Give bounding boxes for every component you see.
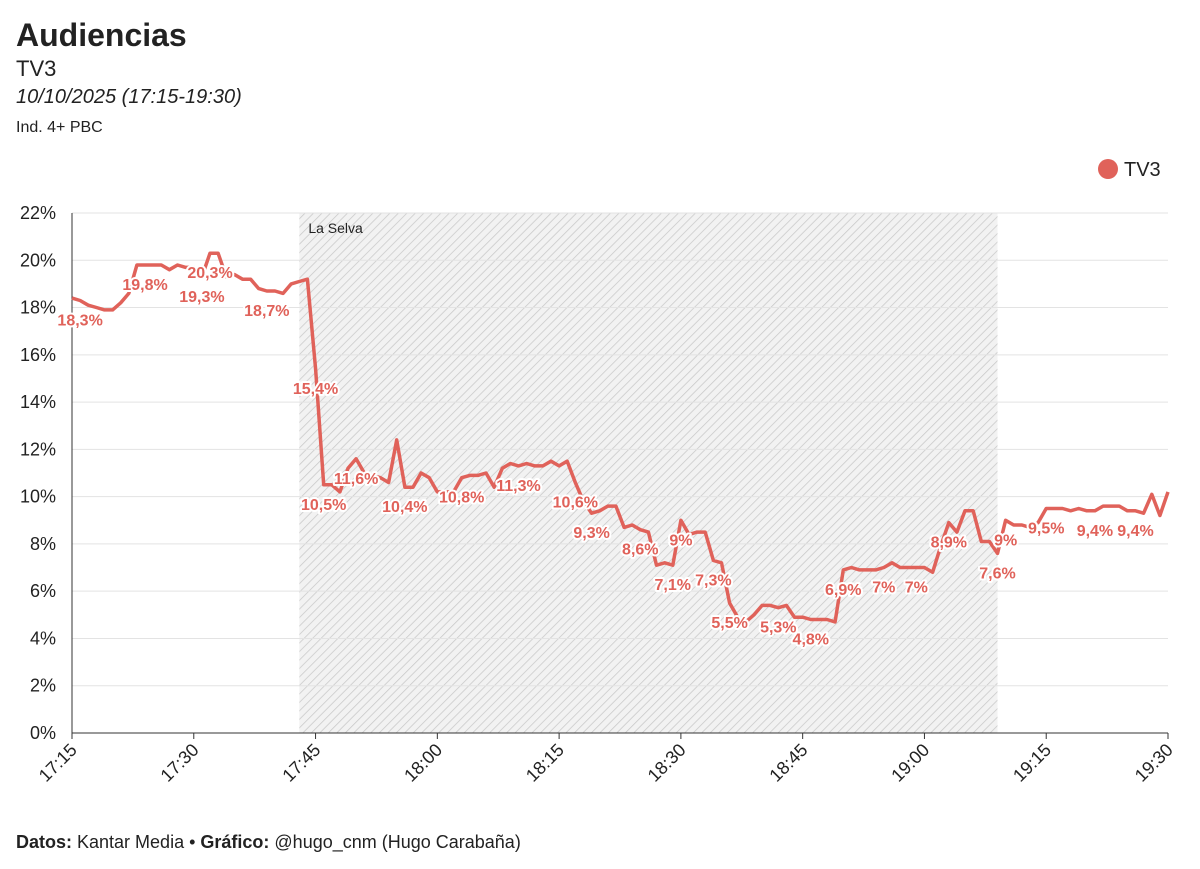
source: Datos: Kantar Media • Gráfico: @hugo_cnm (Hu… xyxy=(16,832,521,853)
annotation-label: La Selva xyxy=(308,220,363,236)
legend-label: TV3 xyxy=(1124,159,1161,181)
x-tick-label: 18:00 xyxy=(400,740,446,786)
data-label: 5,5% xyxy=(711,615,747,632)
x-tick-label: 17:15 xyxy=(35,740,81,786)
y-tick-label: 10% xyxy=(20,487,56,507)
data-label: 10,6% xyxy=(553,494,598,511)
data-label: 9% xyxy=(994,532,1017,549)
y-tick-label: 12% xyxy=(20,439,56,459)
source-text: @hugo_cnm (Hugo Carabaña) xyxy=(274,832,520,853)
source-label: Datos: xyxy=(16,832,72,852)
data-label: 9,4% xyxy=(1077,523,1113,540)
x-tick-label: 18:15 xyxy=(522,740,568,786)
chart-title: Audiencias xyxy=(16,17,187,53)
data-label: 7% xyxy=(872,580,895,597)
y-tick-label: 8% xyxy=(30,534,56,554)
chart-note: Ind. 4+ PBC xyxy=(16,119,103,136)
data-label: 4,8% xyxy=(793,632,829,649)
data-label: 7,6% xyxy=(979,565,1015,582)
x-tick-label: 18:45 xyxy=(766,740,812,786)
annotation-band xyxy=(299,213,998,733)
data-label: 9,5% xyxy=(1028,520,1064,537)
chart-subtitle: TV3 xyxy=(16,56,56,81)
x-tick-label: 19:30 xyxy=(1131,740,1177,786)
data-label: 18,7% xyxy=(244,303,289,320)
y-tick-label: 2% xyxy=(30,676,56,696)
y-tick-label: 0% xyxy=(30,723,56,743)
data-label: 10,5% xyxy=(301,497,346,514)
data-label: 9,3% xyxy=(573,525,609,542)
source-text: Kantar Media xyxy=(77,832,185,852)
source-separator: • xyxy=(189,832,195,852)
y-tick-label: 14% xyxy=(20,392,56,412)
x-tick-label: 18:30 xyxy=(644,740,690,786)
data-label: 19,3% xyxy=(179,289,224,306)
data-label: 8,9% xyxy=(931,535,967,552)
data-label: 7,1% xyxy=(655,577,691,594)
data-label: 5,3% xyxy=(760,620,796,637)
data-label: 11,3% xyxy=(496,478,540,495)
data-label: 7,3% xyxy=(695,572,731,589)
y-tick-label: 22% xyxy=(20,203,56,223)
y-tick-label: 4% xyxy=(30,628,56,648)
data-label: 20,3% xyxy=(187,265,232,282)
data-label: 7% xyxy=(905,580,928,597)
y-tick-label: 6% xyxy=(30,581,56,601)
data-label: 9,4% xyxy=(1117,523,1153,540)
data-label: 18,3% xyxy=(57,312,102,329)
chart-date: 10/10/2025 (17:15-19:30) xyxy=(16,86,242,108)
data-label: 9% xyxy=(669,532,692,549)
data-label: 8,6% xyxy=(622,542,658,559)
data-label: 15,4% xyxy=(293,381,338,398)
y-tick-label: 18% xyxy=(20,298,56,318)
data-label: 10,4% xyxy=(382,499,427,516)
legend-swatch xyxy=(1098,159,1118,179)
y-tick-label: 20% xyxy=(20,250,56,270)
series-line xyxy=(71,251,1170,624)
x-tick-label: 17:30 xyxy=(157,740,203,786)
x-tick-label: 19:00 xyxy=(887,740,933,786)
data-label: 11,6% xyxy=(334,471,378,488)
source-label: Gráfico: xyxy=(200,832,269,852)
x-tick-label: 17:45 xyxy=(278,740,324,786)
data-label: 19,8% xyxy=(122,277,167,294)
y-tick-label: 16% xyxy=(20,345,56,365)
data-label: 10,8% xyxy=(439,490,484,507)
x-tick-label: 19:15 xyxy=(1009,740,1055,786)
data-label: 6,9% xyxy=(825,582,861,599)
